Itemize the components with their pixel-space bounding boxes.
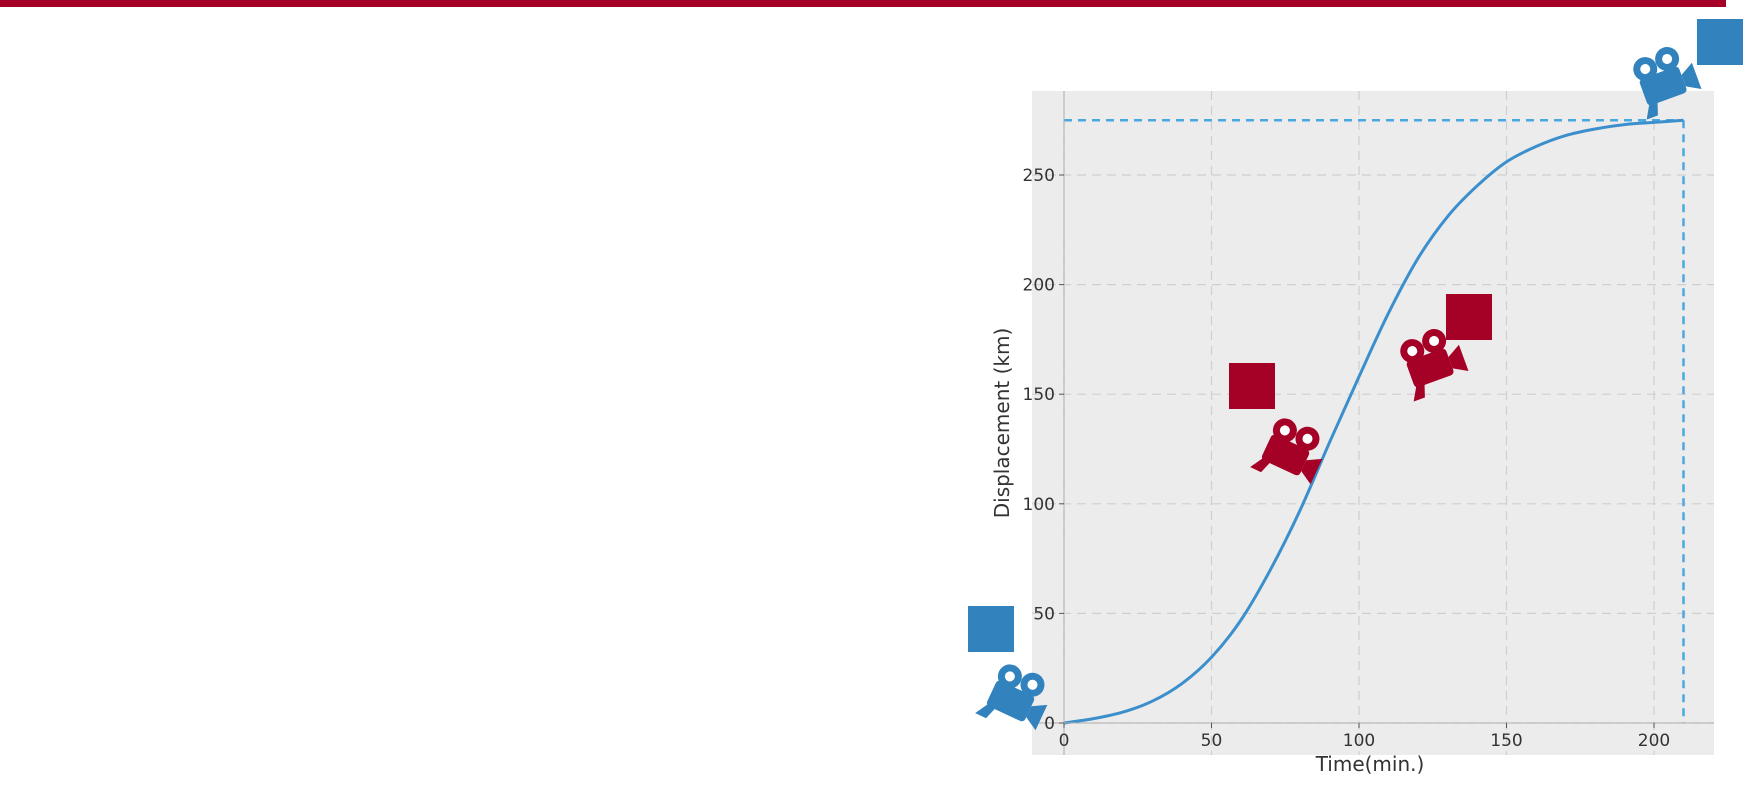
y-tick-label: 200: [1023, 276, 1055, 296]
y-tick-labels: 0 50 100 150 200 250: [1023, 166, 1064, 734]
x-tick-label: 150: [1490, 731, 1522, 751]
x-tick-label: 0: [1059, 731, 1070, 751]
y-tick-label: 150: [1023, 385, 1055, 405]
displacement-curve: [1063, 118, 1684, 725]
blue-square-marker-bottom: [968, 606, 1014, 652]
red-square-marker-mid: [1229, 363, 1275, 409]
blue-square-marker-top: [1697, 19, 1743, 65]
x-axis-label: Time(min.): [1315, 752, 1425, 776]
y-tick-label: 0: [1044, 714, 1055, 734]
reference-lines: [1064, 118, 1685, 723]
x-tick-label: 200: [1638, 731, 1670, 751]
y-axis-label: Displacement (km): [990, 328, 1014, 519]
y-tick-label: 50: [1033, 604, 1055, 624]
video-camera-icon: [1250, 418, 1323, 485]
red-square-marker-upper: [1446, 294, 1492, 340]
plot-area: [1032, 91, 1714, 755]
y-tick-label: 250: [1023, 166, 1055, 186]
x-tick-label: 50: [1201, 731, 1223, 751]
x-tick-labels: 0 50 100 150 200: [1059, 723, 1670, 751]
y-tick-label: 100: [1023, 495, 1055, 515]
video-camera-icon: [975, 664, 1048, 731]
video-camera-icon: [1633, 46, 1702, 120]
x-tick-label: 100: [1343, 731, 1375, 751]
video-camera-icon: [1400, 328, 1469, 402]
top-accent-bar: [0, 0, 1726, 7]
